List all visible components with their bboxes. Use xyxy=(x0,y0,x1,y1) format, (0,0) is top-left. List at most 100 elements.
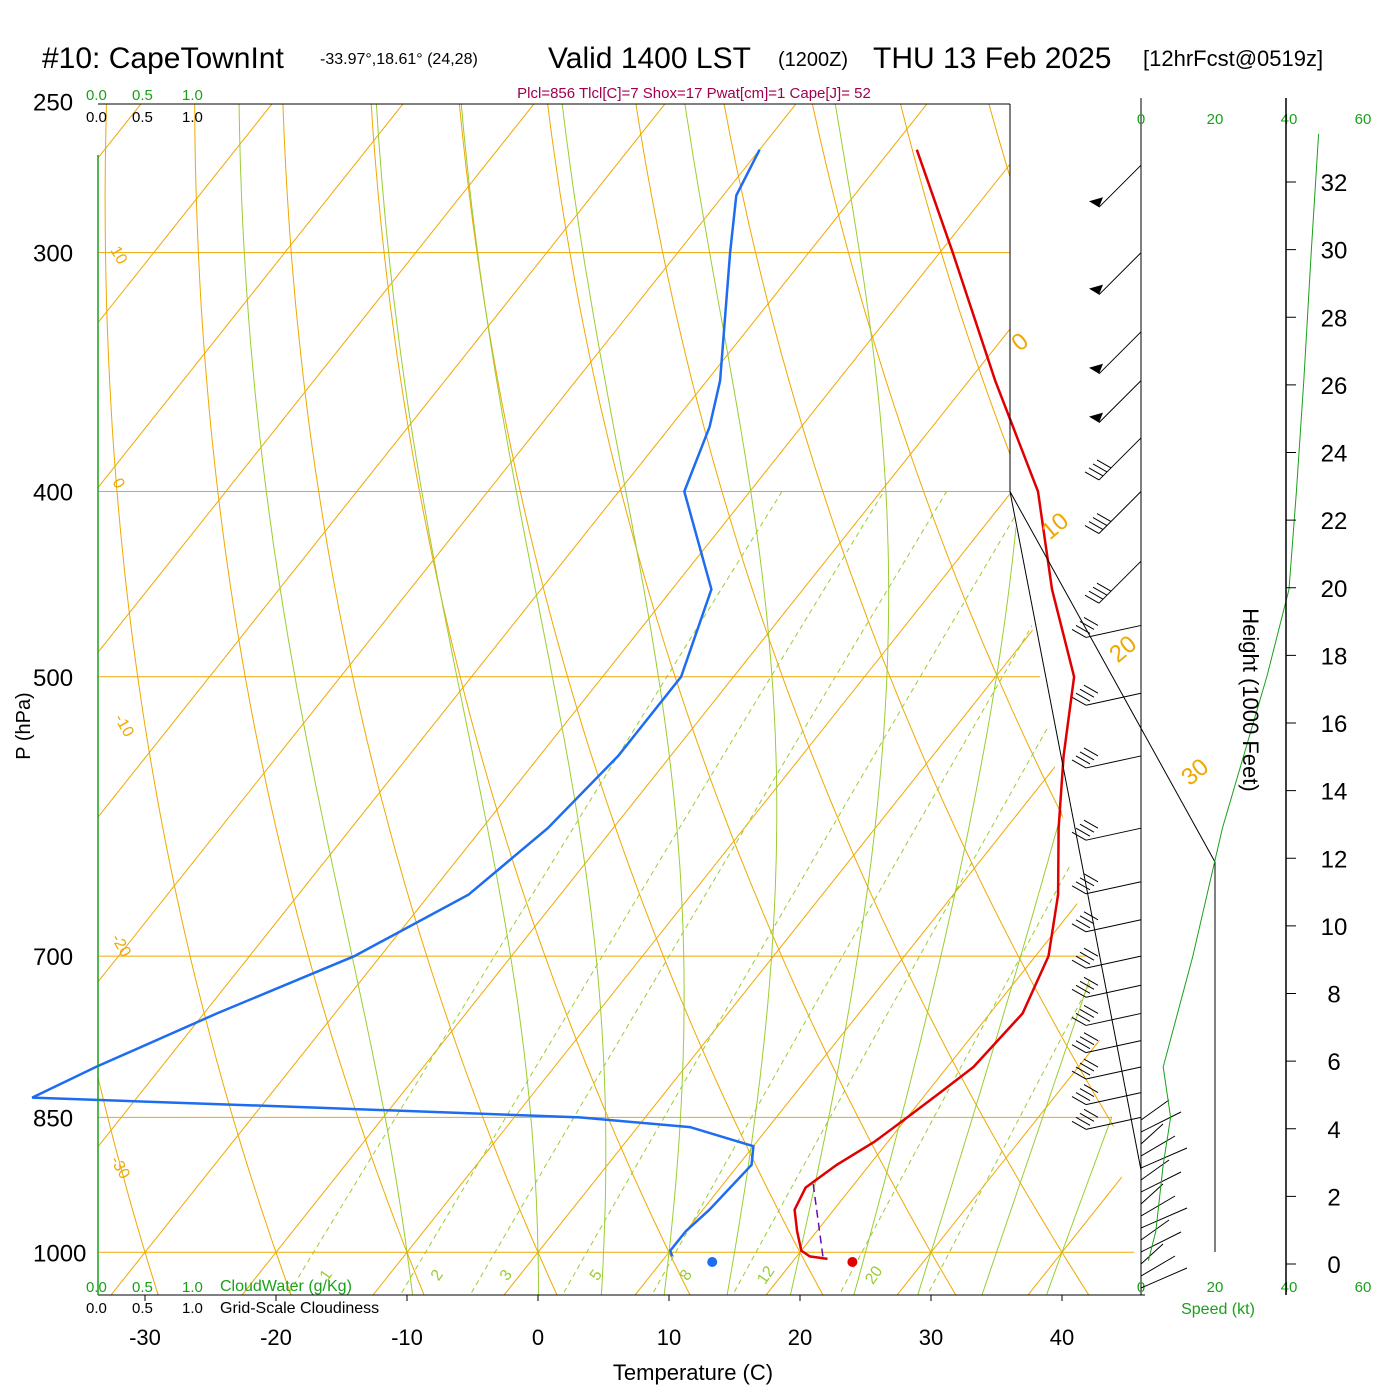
wind-barb xyxy=(1098,252,1142,296)
moist-adiabat-line xyxy=(369,104,540,1295)
wind-barb-tick xyxy=(1088,590,1104,600)
wind-barb-tick xyxy=(1079,915,1095,925)
isotherm-line xyxy=(343,104,1141,1295)
wind-barb-tick xyxy=(1083,616,1099,626)
moist-adiabat-line xyxy=(1032,104,1141,1295)
wind-barb-tick xyxy=(1083,747,1099,757)
isotherm-line xyxy=(98,104,1077,1295)
forecast-info: [12hrFcst@0519z] xyxy=(1143,46,1323,71)
wind-barb-tick xyxy=(1075,624,1091,634)
isotherm-line xyxy=(1129,104,1141,1295)
wind-barb-tick xyxy=(1071,1120,1087,1130)
wind-barb xyxy=(1085,827,1142,841)
wind-barb-tick xyxy=(1096,582,1112,592)
moist-adiabat-line xyxy=(449,104,607,1295)
wind-barb xyxy=(1140,1159,1170,1181)
wind-barb-tick xyxy=(1083,819,1099,829)
height-tick-label: 4 xyxy=(1327,1117,1340,1144)
wind-barb-flag xyxy=(1089,363,1103,374)
height-tick-label: 14 xyxy=(1321,779,1348,806)
wind-barb-tick xyxy=(1079,980,1095,990)
wind-barb xyxy=(1140,1123,1164,1145)
wind-barb-tick xyxy=(1096,459,1112,469)
isotherm-label: 20 xyxy=(1104,630,1142,668)
pressure-tick-label: 1000 xyxy=(33,1240,86,1267)
station-title: #10: CapeTownInt xyxy=(42,42,284,75)
wind-barb-tick xyxy=(1083,1108,1099,1118)
wind-barb xyxy=(1085,919,1142,933)
dry-adiabat-line xyxy=(104,104,306,1295)
dewpoint-line xyxy=(31,149,761,1257)
mixing-ratio-label: 20 xyxy=(862,1263,886,1287)
wind-barb xyxy=(1085,755,1142,769)
wind-barb xyxy=(1140,1219,1170,1241)
wind-barb xyxy=(1085,881,1142,895)
wind-barb-tick xyxy=(1079,1036,1095,1046)
station-coords: -33.97°,18.61° (24,28) xyxy=(320,51,478,68)
dry-adiabat-line xyxy=(194,104,440,1295)
wind-barb-tick xyxy=(1084,471,1100,481)
isotherm-line xyxy=(212,104,1141,1295)
pressure-tick-label: 400 xyxy=(33,480,73,507)
wind-barb-tick xyxy=(1071,923,1087,933)
wind-barb xyxy=(1085,984,1142,998)
scale-tick-label: 1.0 xyxy=(182,87,203,104)
speed-tick-label: 20 xyxy=(1207,1279,1224,1296)
isotherm-line xyxy=(98,104,946,1295)
scale-tick-label: 0.0 xyxy=(86,87,107,104)
wind-barb xyxy=(1098,380,1142,424)
wind-barb-tick xyxy=(1075,1013,1091,1022)
wind-barb-tick xyxy=(1071,988,1087,998)
wind-barb xyxy=(1140,1243,1164,1265)
pressure-tick-label: 250 xyxy=(33,89,73,116)
speed-tick-label: 60 xyxy=(1355,1279,1372,1296)
wind-barb xyxy=(1098,437,1142,481)
temperature-tick-label: -30 xyxy=(129,1325,161,1350)
wind-barb xyxy=(1140,1183,1164,1205)
wind-barb xyxy=(1085,1040,1142,1054)
scale-tick-label: 0.5 xyxy=(132,1279,153,1296)
wind-speed-line xyxy=(1147,133,1320,1261)
isotherm-line xyxy=(98,104,684,1295)
wind-barb-tick xyxy=(1071,1017,1087,1026)
temperature-tick-label: -20 xyxy=(260,1325,292,1350)
wind-barb-tick xyxy=(1083,1032,1099,1042)
wind-barb-tick xyxy=(1071,1070,1087,1080)
wind-barb-tick xyxy=(1071,1044,1087,1054)
temperature-line xyxy=(793,149,1076,1261)
wind-barb xyxy=(1140,1195,1176,1217)
wind-barb-tick xyxy=(1075,827,1091,837)
profiles xyxy=(31,149,1076,1267)
scale-tick-label: 0.0 xyxy=(86,1300,107,1317)
isotherm-label: 0 xyxy=(109,476,128,492)
wind-barb-tick xyxy=(1084,594,1100,604)
wind-barb-tick xyxy=(1079,1009,1095,1018)
wind-barb-tick xyxy=(1075,1116,1091,1126)
temperature-tick-label: 10 xyxy=(657,1325,681,1350)
wind-barb-tick xyxy=(1075,755,1091,765)
height-tick-label: 24 xyxy=(1321,441,1348,468)
parcel-path xyxy=(812,1183,824,1257)
height-tick-label: 30 xyxy=(1321,238,1348,265)
cloudiness-label: Grid-Scale Cloudiness xyxy=(220,1300,379,1317)
isotherm-line xyxy=(98,104,553,1295)
wind-barb-tick xyxy=(1079,751,1095,761)
wind-barb xyxy=(1085,1066,1142,1080)
scale-tick-label: 0.5 xyxy=(132,87,153,104)
dry-adiabat-line xyxy=(98,104,171,1295)
wind-barb-tick xyxy=(1083,947,1099,957)
y-axis-label: P (hPa) xyxy=(13,692,35,759)
wind-barb-tick xyxy=(1092,586,1108,596)
isotherm-label: -30 xyxy=(107,1154,133,1183)
height-tick-label: 6 xyxy=(1327,1049,1340,1076)
wind-barb xyxy=(1098,331,1142,375)
mixing-ratio-line xyxy=(265,491,783,1295)
pressure-tick-label: 300 xyxy=(33,241,73,268)
height-tick-label: 2 xyxy=(1327,1184,1340,1211)
dry-adiabat-line xyxy=(281,104,575,1295)
wind-barb-tick xyxy=(1092,517,1108,526)
height-tick-label: 20 xyxy=(1321,576,1348,603)
height-tick-label: 0 xyxy=(1327,1252,1340,1279)
x-axis-label: Temperature (C) xyxy=(613,1360,773,1385)
